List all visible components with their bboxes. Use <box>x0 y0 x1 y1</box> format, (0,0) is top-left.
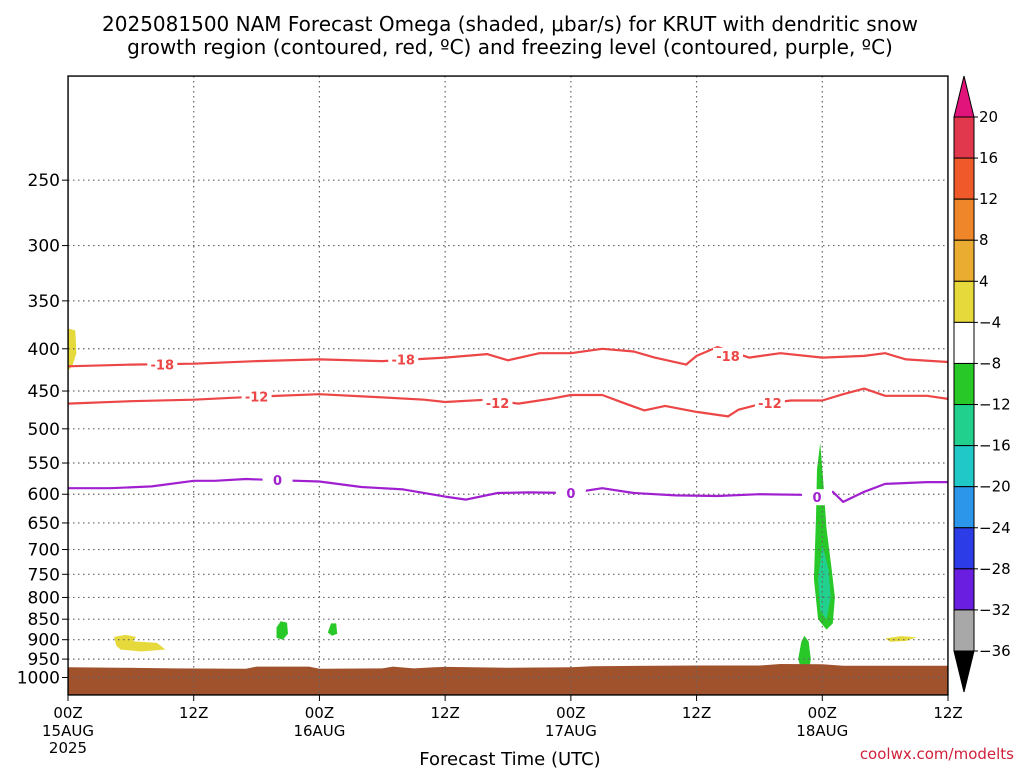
contour-label-bg <box>802 489 833 506</box>
colorbar-bin <box>953 280 975 323</box>
colorbar-label: −16 <box>979 437 1011 455</box>
y-tick-label: 850 <box>28 610 60 630</box>
x-tick-label: 12Z <box>179 704 208 722</box>
colorbar-bin <box>953 321 975 364</box>
colorbar-bin <box>953 239 975 282</box>
colorbar-label: 20 <box>979 108 998 126</box>
colorbar-bin <box>953 609 975 652</box>
plot-border <box>67 75 949 696</box>
colorbar-label: 8 <box>979 231 989 249</box>
x-tick-year: 2025 <box>49 739 87 757</box>
contour-label: -18 <box>716 350 740 365</box>
colorbar-bin <box>953 445 975 488</box>
contour-label: -18 <box>391 353 415 368</box>
x-tick-date: 16AUG <box>293 722 345 740</box>
contour-label: 0 <box>273 474 282 489</box>
y-tick-label: 650 <box>28 514 60 534</box>
omega-area-5 <box>327 623 338 636</box>
contour-label: -12 <box>245 391 269 406</box>
colorbar-label: −32 <box>979 601 1011 619</box>
contour-label: 0 <box>566 487 575 502</box>
y-tick-label: 250 <box>28 171 60 191</box>
colorbar-label: −8 <box>979 354 1001 372</box>
x-tick-label: 00Z <box>556 704 585 722</box>
y-tick-label: 350 <box>28 292 60 312</box>
y-tick-label: 700 <box>28 541 60 561</box>
x-tick-label: 00Z <box>305 704 334 722</box>
omega-colorbar: 20 16 12 8 4 −4 −8 −12 −16 −20 −24 −28 −32 −36 <box>953 75 1011 693</box>
contour-label: -12 <box>486 397 510 412</box>
contour-dgzminus18 <box>68 345 948 368</box>
colorbar-bin <box>953 198 975 241</box>
contour-label-bg <box>713 347 743 364</box>
colorbar-label: −20 <box>979 478 1011 496</box>
y-tick-label: 950 <box>28 650 60 670</box>
pressure-axis: 2503003504004505005506006507007508008509… <box>17 171 68 688</box>
colorbar-label: −24 <box>979 519 1011 537</box>
omega-area-8 <box>885 636 917 642</box>
colorbar-bin <box>953 486 975 529</box>
chart-title-line-2: growth region (contoured, red, ºC) and f… <box>127 35 893 59</box>
terrain-below-surface <box>68 664 948 695</box>
contour-label-bg <box>241 388 272 405</box>
x-axis-title: Forecast Time (UTC) <box>419 749 600 768</box>
y-tick-label: 900 <box>28 631 60 651</box>
contour-label-bg <box>388 351 419 368</box>
colorbar-top-cap <box>953 75 975 118</box>
contour-dgzminus12 <box>68 387 948 418</box>
contour-label-bg <box>482 394 513 411</box>
plot-area: -18 -18 -18 -12 -12 -12 0 0 0 <box>68 76 948 695</box>
colorbar-label: 12 <box>979 190 998 208</box>
colorbar-bin <box>953 568 975 611</box>
y-tick-label: 400 <box>28 340 60 360</box>
contour-label-bg <box>555 485 586 502</box>
contour-label: 0 <box>813 491 822 506</box>
x-tick-date: 15AUG <box>42 722 94 740</box>
plot-frame <box>68 76 948 695</box>
colorbar-bin <box>953 116 975 159</box>
y-tick-label: 450 <box>28 382 60 402</box>
y-tick-label: 1000 <box>17 668 60 688</box>
source-credit: coolwx.com/modelts <box>860 745 1014 763</box>
colorbar-label: −4 <box>979 313 1001 331</box>
contour-freezing-level <box>68 477 948 503</box>
contour-label: -12 <box>758 397 782 412</box>
omega-area-2 <box>818 544 831 620</box>
contour-label-bg <box>147 356 178 373</box>
colorbar-bottom-cap <box>953 650 975 693</box>
omega-area-7 <box>114 634 166 652</box>
colorbar-bin <box>953 362 975 406</box>
x-tick-label: 12Z <box>933 704 962 722</box>
colorbar-label: 16 <box>979 149 998 167</box>
omega-area-6 <box>68 328 77 371</box>
colorbar-bin <box>953 404 975 447</box>
omega-area-4 <box>276 621 288 640</box>
x-tick-label: 12Z <box>682 704 711 722</box>
x-tick-date: 17AUG <box>545 722 597 740</box>
contour-label-bg <box>754 394 785 411</box>
contour-label: -18 <box>151 359 175 374</box>
y-tick-label: 600 <box>28 485 60 505</box>
colorbar-label: −28 <box>979 560 1011 578</box>
y-tick-label: 500 <box>28 420 60 440</box>
x-tick-label: 12Z <box>430 704 459 722</box>
y-tick-label: 750 <box>28 565 60 585</box>
x-tick-date: 18AUG <box>796 722 848 740</box>
x-tick-label: 00Z <box>808 704 837 722</box>
colorbar-label: 4 <box>979 272 989 290</box>
contour-label-bg <box>262 472 293 489</box>
y-tick-label: 800 <box>28 588 60 608</box>
y-tick-label: 550 <box>28 454 60 474</box>
colorbar-label: −12 <box>979 396 1011 414</box>
y-tick-label: 300 <box>28 237 60 257</box>
colorbar-label: −36 <box>979 642 1011 660</box>
colorbar-bin <box>953 527 975 570</box>
colorbar-bin <box>953 157 975 200</box>
x-tick-label: 00Z <box>53 704 82 722</box>
chart-title-line-1: 2025081500 NAM Forecast Omega (shaded, μ… <box>102 12 918 36</box>
